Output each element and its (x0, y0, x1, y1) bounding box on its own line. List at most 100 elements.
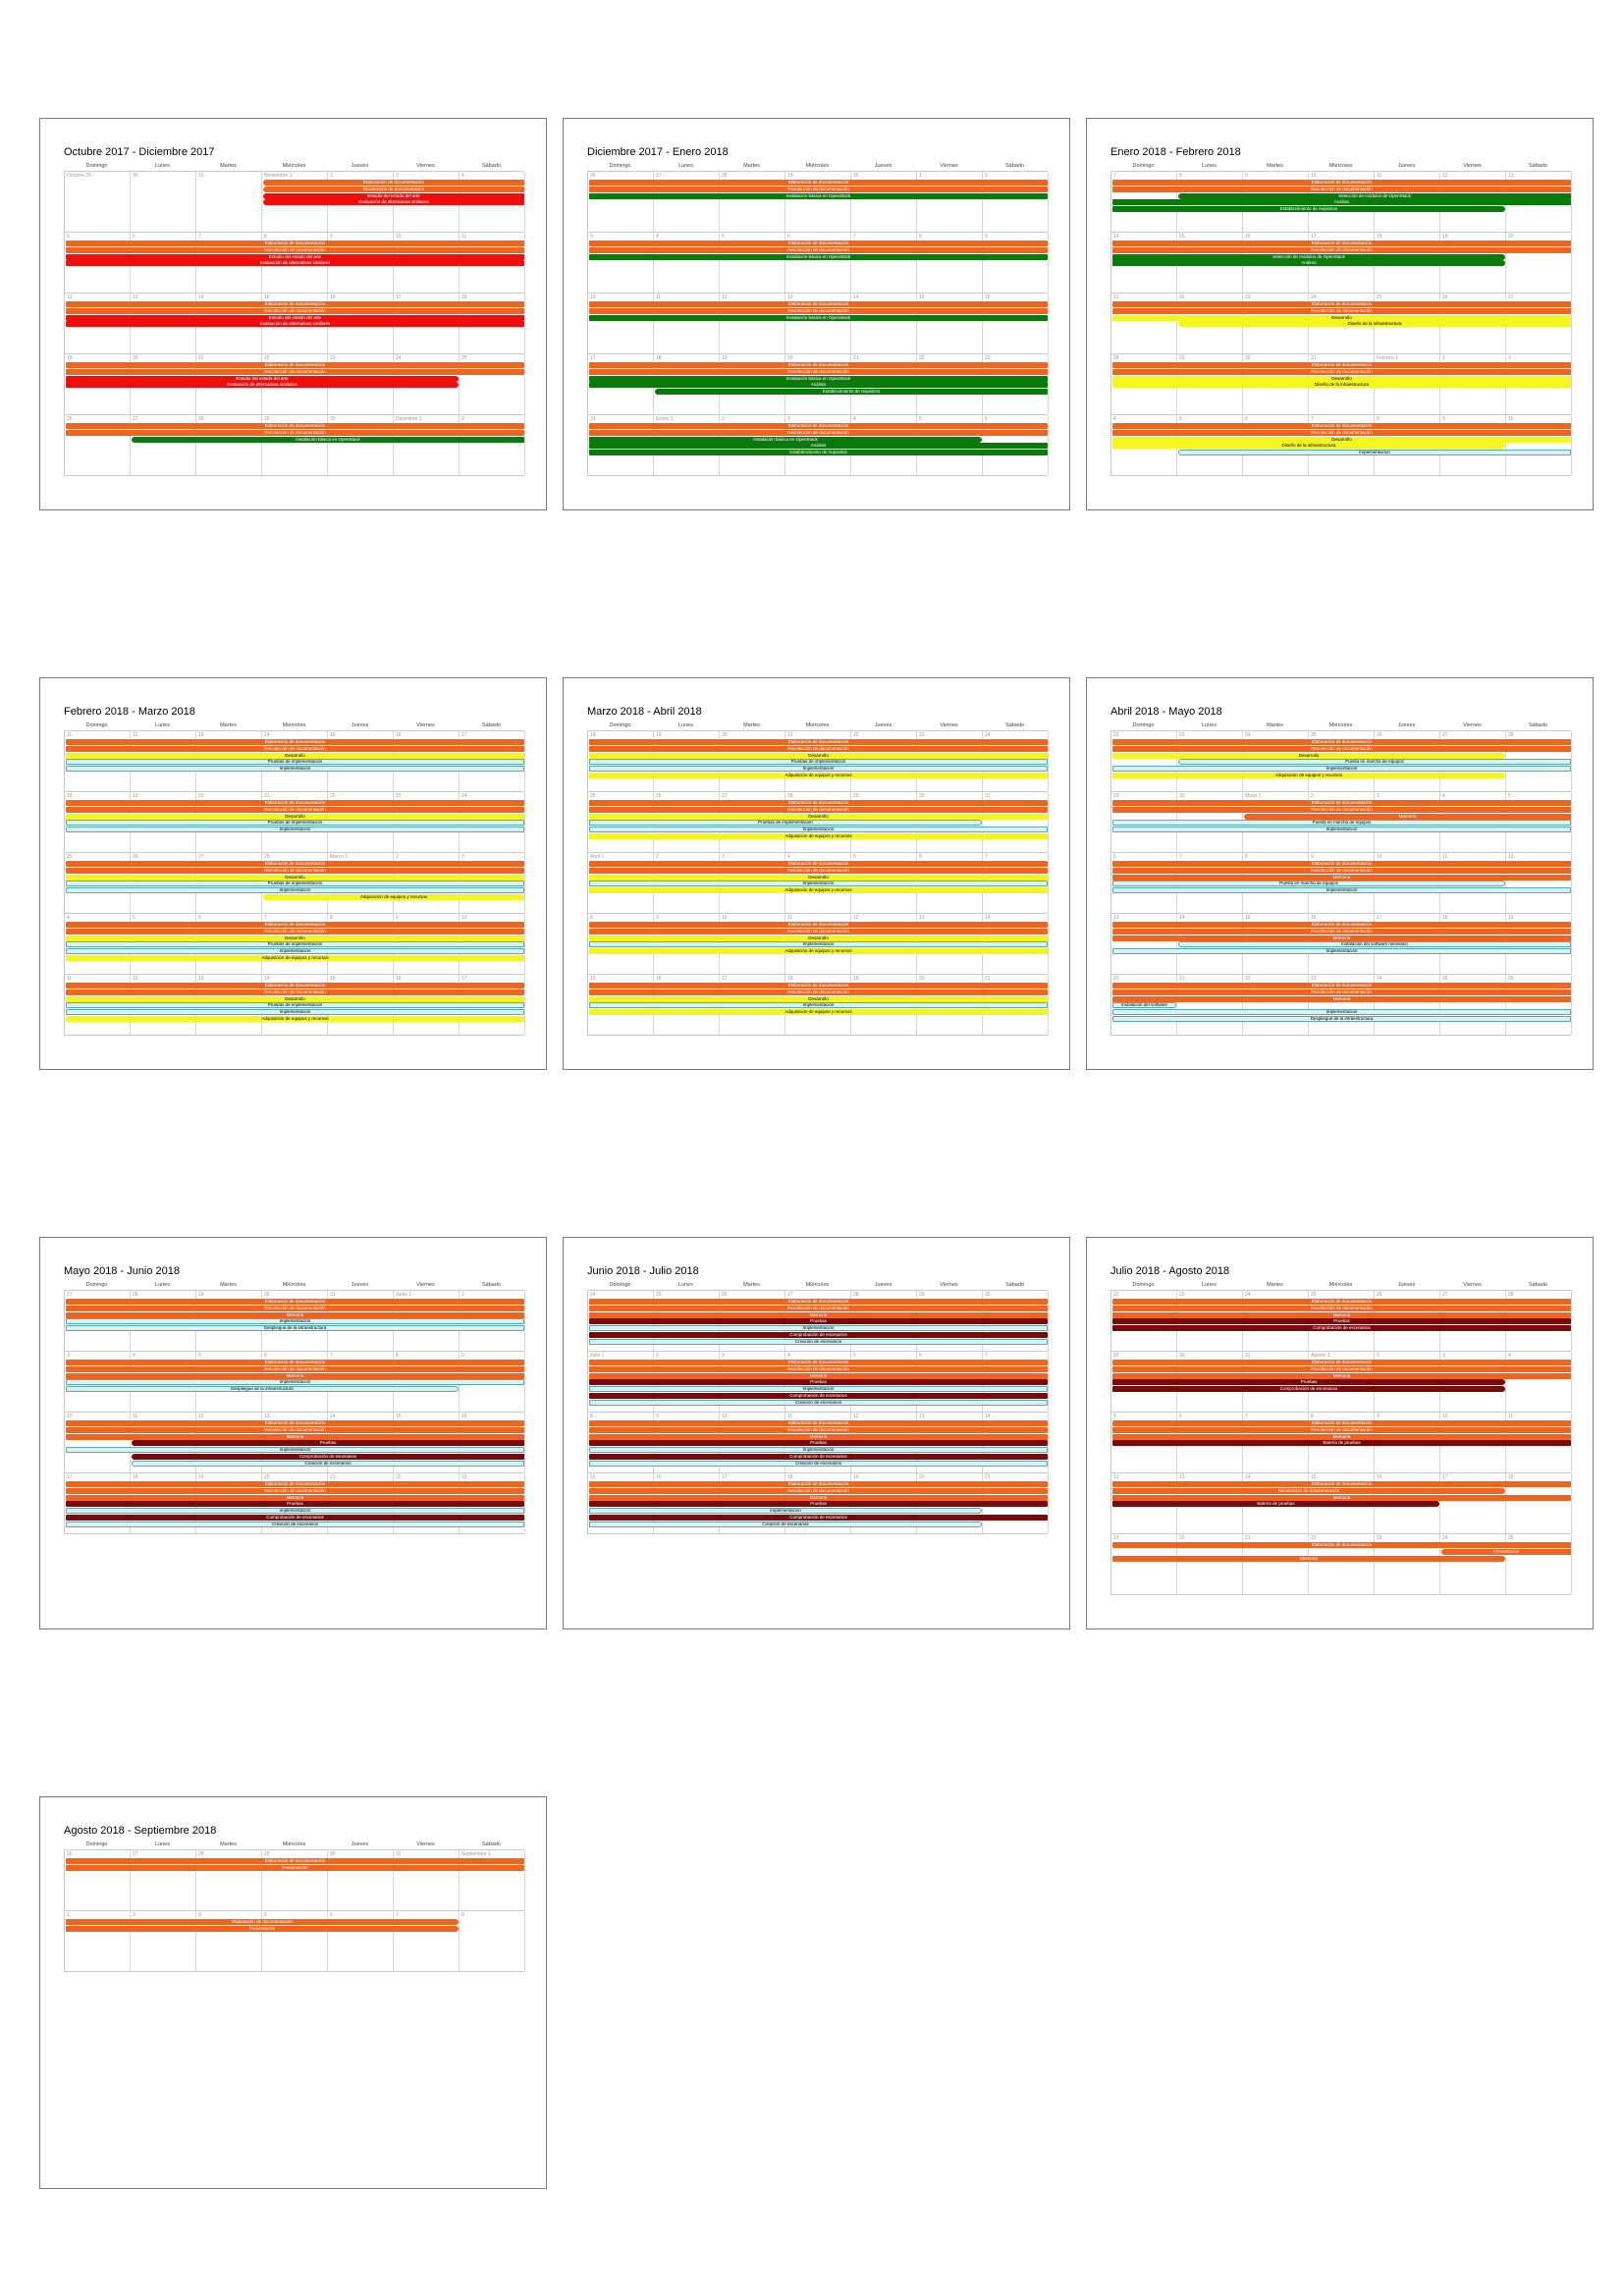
task-bar[interactable]: Elaboración de documentación (1112, 739, 1571, 745)
task-bar[interactable]: Recolección de documentación (1112, 1487, 1505, 1494)
day-cell[interactable]: 8 (917, 233, 983, 293)
day-cell[interactable]: 10 (1506, 415, 1572, 475)
task-bar[interactable]: Elaboración de documentación (1112, 180, 1571, 186)
task-bar[interactable]: Implementación (589, 881, 1048, 887)
task-bar[interactable]: Elaboración de documentación (1112, 922, 1571, 928)
task-bar[interactable]: Desarrollo (589, 874, 1048, 881)
task-bar[interactable]: Desarrollo (589, 813, 1048, 820)
task-bar[interactable]: Implementación (589, 1508, 982, 1515)
task-bar[interactable]: Adquisición de equipos y recursos (589, 1009, 1048, 1016)
task-bar[interactable]: Elaboración de documentación (66, 362, 524, 368)
task-bar[interactable]: Implementación (1178, 450, 1571, 456)
day-cell[interactable]: 27 (131, 415, 196, 475)
day-cell[interactable]: 26 (65, 1850, 131, 1910)
task-bar[interactable]: Pruebas (589, 1440, 1048, 1447)
task-bar[interactable]: Pruebas de implementación (66, 941, 524, 948)
day-cell[interactable]: 31 (983, 792, 1049, 852)
task-bar[interactable]: Adquisición de equipos y recursos (589, 833, 1048, 839)
task-bar[interactable]: Elaboración de documentación (589, 301, 1048, 307)
task-bar[interactable]: Estudio del estado del arte (66, 375, 459, 382)
task-bar[interactable]: Elaboración de documentación (66, 861, 524, 867)
task-bar[interactable]: Estudio del estado del arte (263, 192, 524, 199)
task-bar[interactable]: Recolección de documentación (589, 1305, 1048, 1311)
day-cell[interactable]: 16 (1375, 1473, 1440, 1533)
task-bar[interactable]: Elaboración de documentación (1112, 800, 1571, 806)
task-bar[interactable]: Implementación (66, 1318, 524, 1325)
task-bar[interactable]: Selección de módulos de OpenStack (1178, 192, 1571, 199)
task-bar[interactable]: Implementación (589, 941, 1048, 948)
day-cell[interactable]: Septiembre 1 (460, 1850, 525, 1910)
task-bar[interactable]: Recolección de documentación (1112, 806, 1571, 813)
task-bar[interactable]: Comprobación de escenarios (66, 1515, 524, 1521)
task-bar[interactable]: Memoria (589, 1372, 1048, 1379)
day-cell[interactable]: 3 (588, 233, 654, 293)
task-bar[interactable]: Elaboración de documentación (1112, 1481, 1571, 1487)
day-cell[interactable]: 7 (394, 1911, 460, 1971)
task-bar[interactable]: Recolección de documentación (66, 806, 524, 813)
day-cell[interactable]: 25 (1440, 975, 1506, 1035)
task-bar[interactable]: Pruebas (589, 1501, 1048, 1508)
task-bar[interactable]: Creación de escenarios (589, 1460, 1048, 1467)
task-bar[interactable]: Creación de escenarios (589, 1399, 1048, 1406)
day-cell[interactable]: 5 (720, 233, 785, 293)
task-bar[interactable]: Elaboración de documentación (589, 922, 1048, 928)
task-bar[interactable]: Comprobación de escenarios (589, 1332, 1048, 1338)
task-bar[interactable]: Implementación (589, 827, 1048, 833)
task-bar[interactable]: Elaboración de documentación (1112, 1420, 1571, 1426)
task-bar[interactable]: Elaboración de documentación (66, 1858, 524, 1864)
day-cell[interactable]: 19 (1506, 914, 1572, 974)
task-bar[interactable]: Diseño de la infraestructura (1178, 321, 1571, 328)
task-bar[interactable]: Desarrollo (66, 813, 524, 820)
task-bar[interactable]: Desarrollo (66, 874, 524, 881)
day-cell[interactable]: 10 (460, 914, 525, 974)
task-bar[interactable]: Comprobación de escenarios (589, 1515, 1048, 1521)
task-bar[interactable]: Elaboración de documentación (66, 922, 524, 928)
task-bar[interactable]: Elaboración de documentación (66, 1360, 524, 1365)
task-bar[interactable]: Recolección de documentación (589, 988, 1048, 995)
task-bar[interactable]: Desarrollo (1112, 436, 1571, 443)
task-bar[interactable]: Comprobación de escenarios (589, 1454, 1048, 1460)
task-bar[interactable]: Evaluación de alternativas similares (66, 321, 524, 328)
day-cell[interactable]: 2 (460, 1291, 525, 1351)
day-cell[interactable]: 4 (654, 233, 720, 293)
task-bar[interactable]: Recolección de documentación (1112, 928, 1571, 934)
task-bar[interactable]: Recolección de documentación (66, 1305, 524, 1311)
day-cell[interactable]: 27 (1506, 294, 1572, 353)
task-bar[interactable]: Estudio del estado del arte (66, 314, 524, 321)
day-cell[interactable]: 31 (196, 172, 262, 232)
task-bar[interactable]: Implementación (1112, 948, 1571, 955)
day-cell[interactable]: 2 (460, 415, 525, 475)
day-cell[interactable]: 23 (460, 1473, 525, 1533)
task-bar[interactable]: Adquisición de equipos y recursos (589, 948, 1048, 955)
task-bar[interactable]: Implementación (589, 1386, 1048, 1393)
task-bar[interactable]: Adquisición de equipos y recursos (66, 955, 524, 961)
day-cell[interactable]: 11 (1506, 1413, 1572, 1472)
task-bar[interactable]: Elaboración de documentación (1112, 1360, 1571, 1365)
task-bar[interactable]: Elaboración de documentación (589, 983, 1048, 988)
day-cell[interactable]: 5 (262, 1911, 328, 1971)
day-cell[interactable]: 28 (1506, 1291, 1572, 1351)
task-bar[interactable]: Despliegue de la infraestructura (66, 1386, 459, 1393)
task-bar[interactable]: Pruebas (1112, 1379, 1505, 1386)
task-bar[interactable]: Implementación (66, 887, 524, 894)
task-bar[interactable]: Recolección de documentación (66, 368, 524, 375)
task-bar[interactable]: Instalación del software necesario (1178, 941, 1571, 948)
day-cell[interactable]: 23 (1309, 975, 1375, 1035)
task-bar[interactable]: Presentación (66, 1925, 459, 1932)
task-bar[interactable]: Análisis (589, 443, 1048, 450)
task-bar[interactable]: Memoria (1112, 934, 1571, 941)
task-bar[interactable]: Recolección de documentación (66, 745, 524, 752)
task-bar[interactable]: Recolección de documentación (1112, 745, 1571, 752)
day-cell[interactable]: 29 (262, 415, 328, 475)
task-bar[interactable]: Elaboración de documentación (589, 800, 1048, 806)
task-bar[interactable]: Análisis (1112, 199, 1571, 206)
task-bar[interactable]: Comprobación de escenarios (589, 1393, 1048, 1399)
day-cell[interactable]: 24 (1440, 1534, 1506, 1594)
day-cell[interactable]: 21 (983, 1473, 1049, 1533)
day-cell[interactable]: 25 (460, 354, 525, 414)
day-cell[interactable]: 21 (1111, 294, 1177, 353)
task-bar[interactable]: Recolección de documentación (589, 1487, 1048, 1494)
task-bar[interactable]: Recolección de documentación (1112, 246, 1571, 253)
day-cell[interactable]: 29 (785, 172, 851, 232)
task-bar[interactable]: Instalación básica en OpenStack (132, 436, 524, 443)
